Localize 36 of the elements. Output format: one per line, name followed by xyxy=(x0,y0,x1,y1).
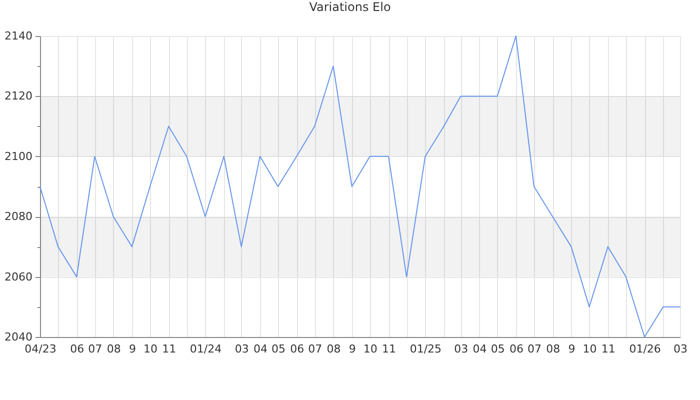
x-tick-label: 06 xyxy=(509,342,524,356)
x-tick-label: 07 xyxy=(88,342,102,356)
x-tick-label: 08 xyxy=(546,342,560,356)
x-tick-label: 9 xyxy=(568,342,576,356)
x-tick-label: 04/23 xyxy=(24,342,56,356)
y-tick-label: 2040 xyxy=(4,330,32,344)
y-tick-label: 2100 xyxy=(4,150,32,163)
y-tick-label: 2140 xyxy=(4,30,32,42)
chart-title: Variations Elo xyxy=(309,0,391,14)
x-tick-label: 05 xyxy=(490,342,505,356)
x-tick-label: 10 xyxy=(363,342,378,356)
x-tick-label: 03 xyxy=(234,342,249,356)
x-tick-label: 03 xyxy=(454,342,468,356)
x-tick-label: 07 xyxy=(527,342,542,356)
x-tick-label: 01/25 xyxy=(410,342,442,356)
x-tick-label: 10 xyxy=(582,342,597,356)
x-tick-label: 11 xyxy=(162,342,176,356)
x-tick-label: 04 xyxy=(472,342,487,356)
x-tick-label: 07 xyxy=(308,342,322,356)
x-tick-label: 9 xyxy=(348,342,356,356)
x-tick-label: 01/26 xyxy=(629,342,661,356)
x-tick-label: 08 xyxy=(106,342,121,356)
x-tick-label: 06 xyxy=(290,342,304,356)
x-tick-label: 04 xyxy=(253,342,268,356)
x-tick-label: 11 xyxy=(382,342,396,356)
x-tick-label: 01/24 xyxy=(190,342,222,356)
y-tick-label: 2060 xyxy=(4,270,32,284)
y-tick-label: 2080 xyxy=(4,210,32,224)
x-tick-label: 10 xyxy=(143,342,158,356)
x-tick-label: 03 xyxy=(674,342,688,356)
x-tick-label: 06 xyxy=(70,342,84,356)
x-tick-label: 9 xyxy=(128,342,136,356)
x-tick-label: 05 xyxy=(271,342,286,356)
x-tick-label: 08 xyxy=(326,342,341,356)
y-tick-label: 2120 xyxy=(4,90,32,103)
x-tick-label: 11 xyxy=(601,342,616,356)
